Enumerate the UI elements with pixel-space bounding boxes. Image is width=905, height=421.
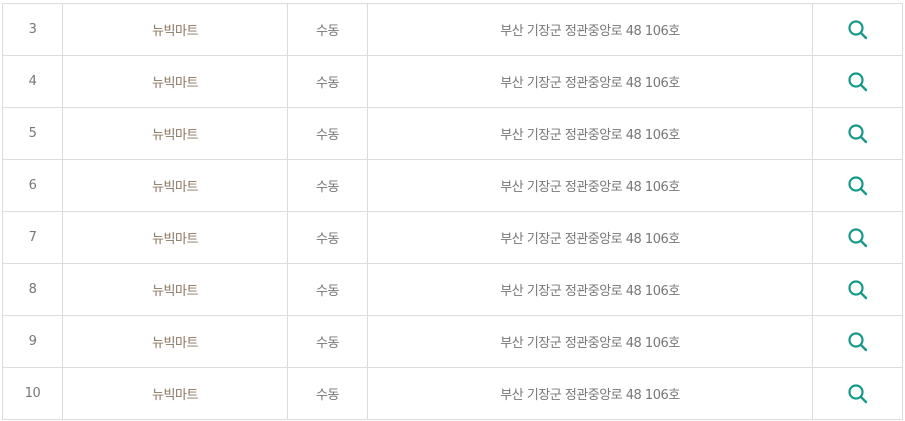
row-number: 10	[2, 367, 63, 420]
row-number: 3	[2, 3, 63, 56]
address: 부산 기장군 정관중앙로 48 106호	[367, 107, 813, 160]
view-cell	[812, 211, 903, 264]
row-number: 7	[2, 211, 63, 264]
district: 수동	[287, 211, 368, 264]
search-icon[interactable]	[847, 331, 869, 353]
view-cell	[812, 55, 903, 108]
search-icon[interactable]	[847, 19, 869, 41]
row-number: 9	[2, 315, 63, 368]
district: 수동	[287, 55, 368, 108]
store-name: 뉴빅마트	[62, 3, 288, 56]
row-number: 6	[2, 159, 63, 212]
view-cell	[812, 159, 903, 212]
store-name: 뉴빅마트	[62, 159, 288, 212]
district: 수동	[287, 315, 368, 368]
view-cell	[812, 107, 903, 160]
district: 수동	[287, 263, 368, 316]
table-row: 10 뉴빅마트 수동 부산 기장군 정관중앙로 48 106호	[2, 367, 903, 420]
address: 부산 기장군 정관중앙로 48 106호	[367, 3, 813, 56]
view-cell	[812, 263, 903, 316]
store-name: 뉴빅마트	[62, 315, 288, 368]
address: 부산 기장군 정관중앙로 48 106호	[367, 315, 813, 368]
store-table: 3 뉴빅마트 수동 부산 기장군 정관중앙로 48 106호 4 뉴빅마트 수동…	[2, 3, 903, 420]
view-cell	[812, 3, 903, 56]
table-row: 4 뉴빅마트 수동 부산 기장군 정관중앙로 48 106호	[2, 55, 903, 108]
table-row: 6 뉴빅마트 수동 부산 기장군 정관중앙로 48 106호	[2, 159, 903, 212]
address: 부산 기장군 정관중앙로 48 106호	[367, 55, 813, 108]
address: 부산 기장군 정관중앙로 48 106호	[367, 211, 813, 264]
search-icon[interactable]	[847, 279, 869, 301]
store-name: 뉴빅마트	[62, 107, 288, 160]
row-number: 8	[2, 263, 63, 316]
district: 수동	[287, 107, 368, 160]
row-number: 5	[2, 107, 63, 160]
address: 부산 기장군 정관중앙로 48 106호	[367, 159, 813, 212]
table-row: 7 뉴빅마트 수동 부산 기장군 정관중앙로 48 106호	[2, 211, 903, 264]
address: 부산 기장군 정관중앙로 48 106호	[367, 367, 813, 420]
table-row: 3 뉴빅마트 수동 부산 기장군 정관중앙로 48 106호	[2, 3, 903, 56]
store-name: 뉴빅마트	[62, 55, 288, 108]
search-icon[interactable]	[847, 383, 869, 405]
district: 수동	[287, 367, 368, 420]
search-icon[interactable]	[847, 175, 869, 197]
view-cell	[812, 315, 903, 368]
store-name: 뉴빅마트	[62, 367, 288, 420]
district: 수동	[287, 3, 368, 56]
store-name: 뉴빅마트	[62, 211, 288, 264]
search-icon[interactable]	[847, 227, 869, 249]
table-row: 8 뉴빅마트 수동 부산 기장군 정관중앙로 48 106호	[2, 263, 903, 316]
table-row: 5 뉴빅마트 수동 부산 기장군 정관중앙로 48 106호	[2, 107, 903, 160]
view-cell	[812, 367, 903, 420]
address: 부산 기장군 정관중앙로 48 106호	[367, 263, 813, 316]
search-icon[interactable]	[847, 123, 869, 145]
store-name: 뉴빅마트	[62, 263, 288, 316]
table-row: 9 뉴빅마트 수동 부산 기장군 정관중앙로 48 106호	[2, 315, 903, 368]
district: 수동	[287, 159, 368, 212]
row-number: 4	[2, 55, 63, 108]
search-icon[interactable]	[847, 71, 869, 93]
